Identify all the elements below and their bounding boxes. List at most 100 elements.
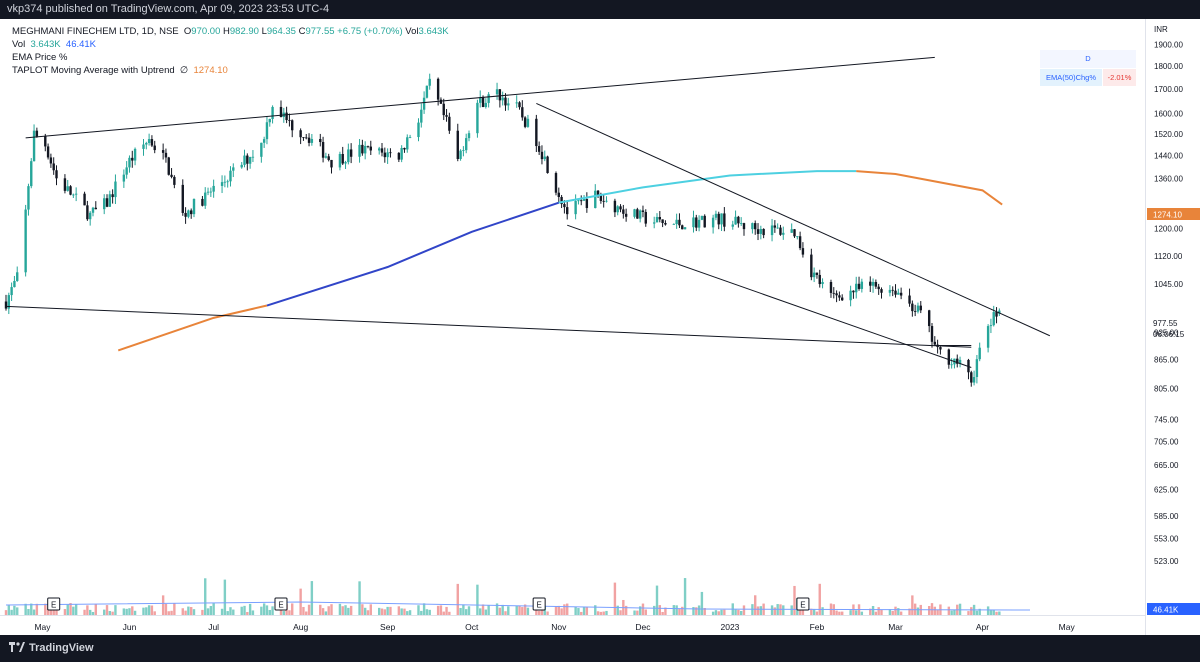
candle — [479, 90, 482, 108]
candle — [240, 162, 243, 169]
price-tick-label: 1440.00 — [1154, 152, 1183, 161]
candle — [378, 146, 381, 155]
volume-bar — [675, 605, 678, 615]
candle — [344, 160, 347, 170]
candle — [13, 275, 16, 288]
candle — [271, 105, 274, 124]
volume-bar — [810, 608, 813, 615]
candle — [737, 215, 740, 228]
volume-bar — [700, 591, 704, 615]
candle — [4, 294, 8, 311]
candle — [986, 324, 990, 353]
volume-bar — [636, 610, 639, 615]
candle — [812, 267, 816, 283]
candle — [815, 272, 819, 279]
volume-bar — [602, 611, 605, 615]
volume-bar — [888, 609, 892, 615]
volume-bar — [507, 606, 510, 615]
ema-table-label: EMA(50)Chg% — [1040, 69, 1102, 86]
volume-bar — [167, 611, 170, 615]
volume-bar — [448, 611, 451, 615]
volume-bar — [344, 605, 347, 615]
volume-bar — [248, 603, 252, 615]
candle — [888, 285, 892, 297]
candle — [605, 196, 608, 203]
candle — [428, 73, 431, 90]
price-tick-label: 1045.00 — [1154, 280, 1183, 289]
volume-bar — [986, 606, 990, 615]
volume-bar — [125, 608, 128, 615]
volume-bar — [226, 611, 229, 615]
candle — [32, 124, 36, 162]
trendline[interactable] — [567, 224, 972, 368]
price-axis-svg[interactable]: INR 1900.00 1800.00 1700.00 1600.00 1520.00 1… — [1146, 19, 1200, 635]
candle — [88, 211, 92, 226]
time-axis-svg[interactable]: May Jun Jul Aug Sep Oct Nov Dec 2023 Feb Mar Apr May — [0, 616, 1145, 636]
volume-bar — [63, 609, 67, 615]
volume-bar — [566, 603, 569, 615]
trendline[interactable] — [25, 56, 935, 139]
volume-bar — [599, 611, 603, 615]
candle — [142, 138, 145, 156]
volume-bar — [212, 603, 215, 615]
volume-bar — [10, 609, 13, 615]
candle — [810, 248, 813, 281]
volume-badge-text: 46.41K — [1153, 606, 1179, 615]
time-axis[interactable]: May Jun Jul Aug Sep Oct Nov Dec 2023 Feb Mar Apr May — [0, 615, 1145, 636]
candle — [456, 123, 459, 162]
volume-bar — [560, 608, 563, 615]
candle — [232, 163, 235, 178]
candle — [731, 220, 734, 230]
price-tick-label: 805.00 — [1154, 384, 1179, 393]
trendline[interactable] — [536, 102, 1051, 337]
candle — [16, 266, 19, 282]
candle — [518, 101, 521, 110]
volume-bar — [164, 603, 168, 615]
candle — [734, 210, 737, 225]
candle — [742, 222, 746, 236]
candle — [894, 284, 897, 298]
volume-bar — [69, 603, 72, 615]
candle — [161, 143, 165, 160]
volume-bar — [327, 606, 330, 615]
volume-bar — [756, 606, 760, 615]
candle — [52, 157, 55, 175]
candle — [658, 211, 662, 223]
earnings-marker[interactable]: E — [532, 597, 546, 611]
candle — [164, 148, 168, 163]
candle — [504, 93, 507, 111]
candle — [187, 209, 190, 219]
candle — [936, 339, 939, 354]
candle — [229, 166, 232, 187]
legend-ema-price[interactable]: EMA Price % — [12, 52, 68, 63]
volume-bar — [619, 610, 622, 615]
earnings-marker[interactable]: E — [274, 597, 288, 611]
volume-bar — [16, 607, 19, 615]
volume-bar — [759, 606, 763, 615]
legend-symbol[interactable]: MEGHMANI FINECHEM LTD, 1D, NSE — [12, 26, 179, 37]
candle — [288, 113, 291, 127]
candle — [341, 146, 344, 166]
volume-bar — [664, 607, 667, 615]
volume-bar — [967, 611, 970, 615]
ma-badge-text: 1274.10 — [1153, 211, 1182, 220]
volume-bar — [378, 607, 381, 615]
earnings-marker-label: E — [51, 601, 56, 610]
candle — [860, 278, 864, 293]
price-axis[interactable]: INR 1900.00 1800.00 1700.00 1600.00 1520.00 1… — [1145, 19, 1200, 635]
earnings-marker[interactable]: E — [796, 597, 810, 611]
volume-bar — [930, 603, 934, 615]
earnings-marker[interactable]: E — [47, 597, 61, 611]
trendline[interactable] — [5, 305, 972, 348]
legend-volume-row[interactable]: Vol 3.643K 46.41K — [12, 39, 96, 50]
candle — [442, 98, 445, 121]
chart-area[interactable]: E E E E MEGHMANI FINECHEM LTD, 1D, NSE O970… — [0, 19, 1145, 635]
volume-bar — [83, 609, 86, 615]
volume-bar — [131, 606, 134, 615]
candle — [762, 228, 765, 239]
time-tick-label: Oct — [465, 622, 479, 632]
volume-bar — [30, 603, 33, 615]
legend-taplot-row[interactable]: TAPLOT Moving Average with Uptrend ∅ 127… — [12, 65, 228, 76]
volume-bar — [911, 595, 914, 615]
